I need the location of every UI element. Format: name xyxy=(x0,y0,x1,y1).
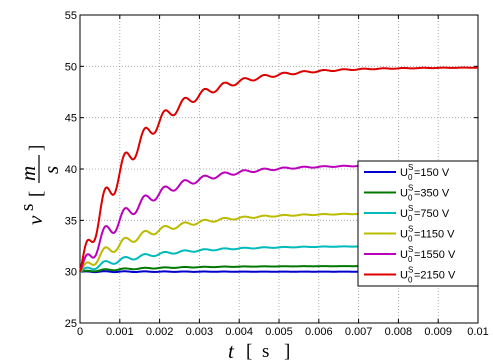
y-axis-ticks: 25 30 35 40 45 50 55 xyxy=(65,10,478,330)
x-tick-label: 0 xyxy=(77,326,83,338)
legend-label-value: =1150 V xyxy=(414,229,455,241)
y-tick-label: 30 xyxy=(65,267,77,279)
y-tick-label: 50 xyxy=(65,61,77,73)
y-axis-symbol: v xyxy=(23,215,47,225)
legend-label-value: =1550 V xyxy=(414,249,456,261)
legend-label-sub: 0 xyxy=(408,255,413,264)
x-tick-label: 0.003 xyxy=(186,326,214,338)
y-axis-superscript: s xyxy=(17,204,38,211)
legend-box xyxy=(357,160,479,287)
legend-label: U xyxy=(400,167,408,179)
y-tick-label: 35 xyxy=(65,215,77,227)
x-axis-symbol: t xyxy=(228,339,235,362)
legend-label-sub: 0 xyxy=(408,173,413,182)
legend-label: U xyxy=(400,249,408,261)
x-tick-label: 0.008 xyxy=(385,326,413,338)
legend-label-sup: S xyxy=(408,266,413,275)
legend-label-value: =2150 V xyxy=(414,270,456,282)
x-tick-label: 0.005 xyxy=(265,326,293,338)
y-tick-label: 45 xyxy=(65,113,77,125)
legend-label-sup: S xyxy=(408,163,413,172)
y-axis-title: v s [ m s ] xyxy=(16,145,63,225)
legend-label: U xyxy=(400,229,408,241)
legend: U S0 =150 VU S0 =350 VU S0 =750 VU S0 =1150 VU S0… xyxy=(357,160,479,287)
y-tick-label: 55 xyxy=(65,10,77,22)
series-line xyxy=(79,66,479,272)
y-tick-label: 40 xyxy=(65,164,77,176)
x-axis-title: t [ s ] xyxy=(228,339,290,362)
legend-label: U xyxy=(400,208,408,220)
legend-label-value: =150 V xyxy=(414,167,450,179)
x-tick-label: 0.01 xyxy=(467,326,488,338)
y-axis-bracket-close: ] xyxy=(26,145,47,151)
x-tick-label: 0.009 xyxy=(424,326,452,338)
legend-label-value: =350 V xyxy=(414,188,450,200)
legend-label-sub: 0 xyxy=(408,235,413,244)
legend-label-sup: S xyxy=(408,204,413,213)
x-tick-label: 0.004 xyxy=(225,326,253,338)
x-axis-ticks: 0 0.001 0.002 0.003 0.004 0.005 0.006 0.007 0.00… xyxy=(77,15,489,338)
x-axis-bracket-close: ] xyxy=(284,341,290,362)
x-tick-label: 0.001 xyxy=(106,326,134,338)
x-axis-bracket-open: [ xyxy=(246,341,252,362)
y-axis-bracket-open: [ xyxy=(26,191,47,197)
legend-label: U xyxy=(400,270,408,282)
legend-label-value: =750 V xyxy=(414,208,450,220)
x-axis-unit: s xyxy=(262,341,269,362)
x-tick-label: 0.007 xyxy=(345,326,373,338)
y-axis-unit-numerator: m xyxy=(16,166,40,181)
legend-label-sub: 0 xyxy=(408,276,413,285)
x-tick-label: 0.006 xyxy=(305,326,333,338)
y-axis-unit-denominator: s xyxy=(39,166,63,174)
y-tick-label: 25 xyxy=(65,318,77,330)
legend-label: U xyxy=(400,188,408,200)
legend-label-sup: S xyxy=(408,184,413,193)
legend-label-sub: 0 xyxy=(408,214,413,223)
legend-label-sup: S xyxy=(408,225,413,234)
legend-label-sup: S xyxy=(408,245,413,254)
x-tick-label: 0.002 xyxy=(146,326,174,338)
legend-label-sub: 0 xyxy=(408,194,413,203)
